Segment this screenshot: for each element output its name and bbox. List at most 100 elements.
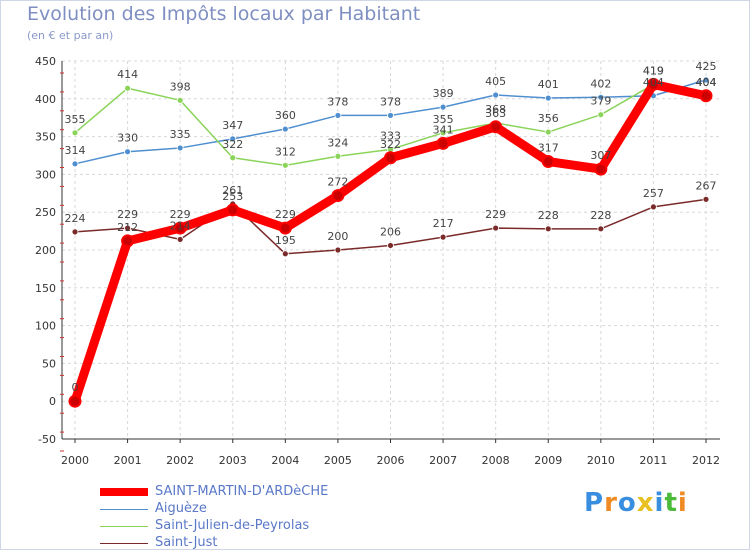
data-label: 355 bbox=[65, 113, 86, 126]
data-point bbox=[384, 151, 397, 165]
data-label: 267 bbox=[696, 179, 717, 192]
x-tick-label: 2010 bbox=[587, 454, 615, 467]
y-tick-label: -50 bbox=[38, 433, 56, 446]
x-tick-label: 2002 bbox=[166, 454, 194, 467]
data-point bbox=[439, 233, 447, 241]
data-label: 360 bbox=[275, 109, 296, 122]
data-point bbox=[544, 94, 552, 102]
data-label: 404 bbox=[696, 76, 717, 89]
data-point bbox=[439, 129, 447, 137]
data-point bbox=[492, 91, 500, 99]
x-tick-label: 2005 bbox=[324, 454, 352, 467]
legend-label: Saint-Just bbox=[155, 535, 218, 550]
data-label: 261 bbox=[222, 184, 243, 197]
data-point bbox=[124, 224, 131, 232]
data-label: 200 bbox=[327, 230, 348, 243]
data-point bbox=[334, 112, 342, 119]
chart-title: Evolution des Impôts locaux par Habitant bbox=[27, 3, 421, 25]
data-label: 228 bbox=[590, 209, 611, 222]
data-label: 401 bbox=[538, 78, 559, 91]
legend-label: Saint-Julien-de-Peyrolas bbox=[155, 518, 310, 533]
data-point bbox=[544, 128, 552, 136]
y-tick-label: 300 bbox=[35, 168, 56, 181]
y-tick-label: 0 bbox=[49, 395, 56, 408]
data-label: 229 bbox=[275, 208, 296, 221]
data-label: 341 bbox=[433, 123, 454, 136]
x-tick-label: 2004 bbox=[271, 454, 299, 467]
data-point bbox=[597, 93, 605, 101]
data-point bbox=[281, 161, 289, 169]
chart-subtitle: (en € et par an) bbox=[27, 29, 114, 42]
data-point bbox=[334, 246, 342, 254]
y-tick-label: 250 bbox=[35, 206, 56, 219]
legend-label: Aiguèze bbox=[155, 501, 207, 516]
data-point bbox=[702, 76, 710, 84]
data-label: 335 bbox=[170, 128, 191, 141]
logo-letter: t bbox=[664, 488, 678, 518]
data-label: 402 bbox=[590, 77, 611, 90]
data-point bbox=[226, 203, 240, 217]
x-tick-label: 2009 bbox=[534, 454, 562, 467]
data-label: 404 bbox=[643, 76, 664, 89]
data-label: 314 bbox=[65, 144, 86, 157]
x-tick-label: 2007 bbox=[429, 454, 457, 467]
data-point bbox=[597, 111, 605, 119]
data-point bbox=[176, 96, 184, 104]
data-label: 330 bbox=[117, 132, 138, 145]
data-point bbox=[436, 136, 450, 150]
data-point bbox=[594, 162, 608, 176]
data-label: 228 bbox=[538, 209, 559, 222]
data-label: 214 bbox=[170, 219, 191, 232]
data-point bbox=[278, 221, 292, 235]
x-tick-label: 2006 bbox=[377, 454, 405, 467]
y-tick-label: 450 bbox=[35, 55, 56, 68]
data-point bbox=[176, 236, 184, 243]
data-label: 355 bbox=[433, 113, 454, 126]
data-point bbox=[176, 144, 184, 152]
data-point bbox=[492, 224, 500, 232]
data-label: 368 bbox=[485, 103, 506, 116]
data-point bbox=[334, 152, 342, 160]
y-tick-label: 50 bbox=[42, 357, 56, 370]
data-label: 257 bbox=[643, 187, 664, 200]
legend-swatch bbox=[100, 488, 148, 496]
data-label: 212 bbox=[117, 221, 138, 234]
data-point bbox=[387, 242, 394, 249]
data-label: 425 bbox=[696, 60, 717, 73]
y-tick-label: 200 bbox=[35, 244, 56, 257]
data-point bbox=[173, 221, 187, 235]
data-label: 389 bbox=[433, 87, 454, 100]
data-label: 405 bbox=[485, 75, 506, 88]
data-point bbox=[121, 234, 135, 248]
data-label: 224 bbox=[65, 212, 86, 225]
data-label: 398 bbox=[170, 80, 191, 93]
x-tick-label: 2001 bbox=[114, 454, 142, 467]
data-label: 229 bbox=[485, 208, 506, 221]
data-point bbox=[597, 225, 605, 233]
data-point bbox=[124, 84, 131, 92]
data-point bbox=[650, 203, 657, 211]
data-label: 229 bbox=[117, 208, 138, 221]
data-label: 217 bbox=[433, 217, 454, 230]
data-point bbox=[71, 129, 79, 137]
data-label: 322 bbox=[380, 138, 401, 151]
data-label: 363 bbox=[485, 107, 506, 120]
data-point bbox=[281, 250, 289, 258]
data-label: 312 bbox=[275, 145, 296, 158]
x-tick-label: 2003 bbox=[219, 454, 247, 467]
data-point bbox=[702, 195, 710, 203]
data-label: 379 bbox=[590, 95, 611, 108]
y-tick-label: 150 bbox=[35, 282, 56, 295]
logo-letter: i bbox=[654, 488, 665, 518]
legend-swatch bbox=[100, 543, 148, 544]
data-point bbox=[68, 394, 82, 408]
x-tick-label: 2012 bbox=[692, 454, 720, 467]
data-label: 356 bbox=[538, 112, 559, 125]
data-label: 347 bbox=[222, 119, 243, 132]
data-point bbox=[229, 154, 237, 162]
data-label: 333 bbox=[380, 129, 401, 142]
y-tick-label: 100 bbox=[35, 320, 56, 333]
data-point bbox=[331, 189, 345, 203]
